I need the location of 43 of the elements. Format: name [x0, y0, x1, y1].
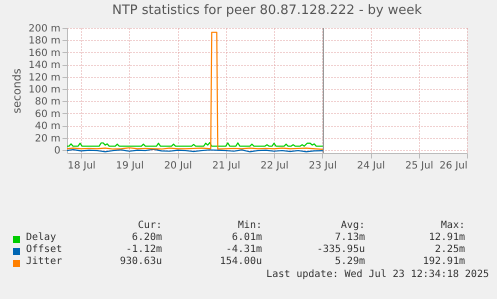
text: Avg: [340, 220, 365, 231]
x-tick-label: 22 Jul [260, 160, 289, 172]
text: Min: [238, 220, 262, 231]
legend-label: Delay [26, 232, 56, 243]
x-tick-label: 25 Jul [405, 160, 434, 172]
legend-label: Offset [26, 244, 62, 255]
text: 5.29m [334, 256, 365, 267]
text: Last update: Wed Jul 23 12:34:18 2025 [266, 269, 489, 280]
text: 2.25m [434, 244, 465, 255]
x-tick-label: 20 Jul [164, 160, 192, 172]
y-tick-label: 80 m [34, 96, 60, 108]
x-tick-label: 26 Jul [440, 160, 468, 172]
text: -4.31m [226, 244, 262, 255]
y-tick-label: 180 m [28, 36, 60, 47]
y-tick-label: 140 m [28, 60, 60, 72]
text: 192.91m [422, 256, 465, 267]
x-tick-label: 24 Jul [357, 160, 385, 172]
y-tick-label: 40 m [34, 121, 60, 132]
x-tick-label: 18 Jul [68, 160, 96, 172]
y-tick-label: 100 m [28, 84, 60, 96]
legend-label: Jitter [26, 256, 62, 267]
x-tick-label: 21 Jul [212, 160, 240, 172]
y-tick-label: 20 m [34, 133, 60, 144]
text: 12.91m [428, 232, 465, 243]
text: Cur: [138, 220, 162, 231]
y-tick-label: 200 m [28, 24, 60, 34]
text: 154.00u [220, 256, 262, 267]
text: -1.12m [126, 244, 162, 255]
y-tick-label: 60 m [34, 108, 60, 120]
text: Max: [440, 220, 465, 231]
line-series [66, 32, 324, 150]
y-tick-label: 0 [54, 145, 60, 156]
text: -335.95u [316, 244, 365, 255]
x-tick-label: 19 Jul [116, 160, 144, 172]
x-tick-label: 23 Jul [308, 160, 337, 172]
chart-title: NTP statistics for peer 80.87.128.222 - by week [112, 3, 422, 18]
text: 7.13m [334, 232, 365, 243]
y-tick-label: 120 m [28, 72, 60, 84]
text: 6.01m [232, 232, 262, 243]
y-axis-title: seconds [10, 68, 24, 114]
y-tick-label: 160 m [28, 48, 60, 59]
text: 930.63u [120, 256, 162, 267]
text: 6.20m [132, 232, 162, 243]
